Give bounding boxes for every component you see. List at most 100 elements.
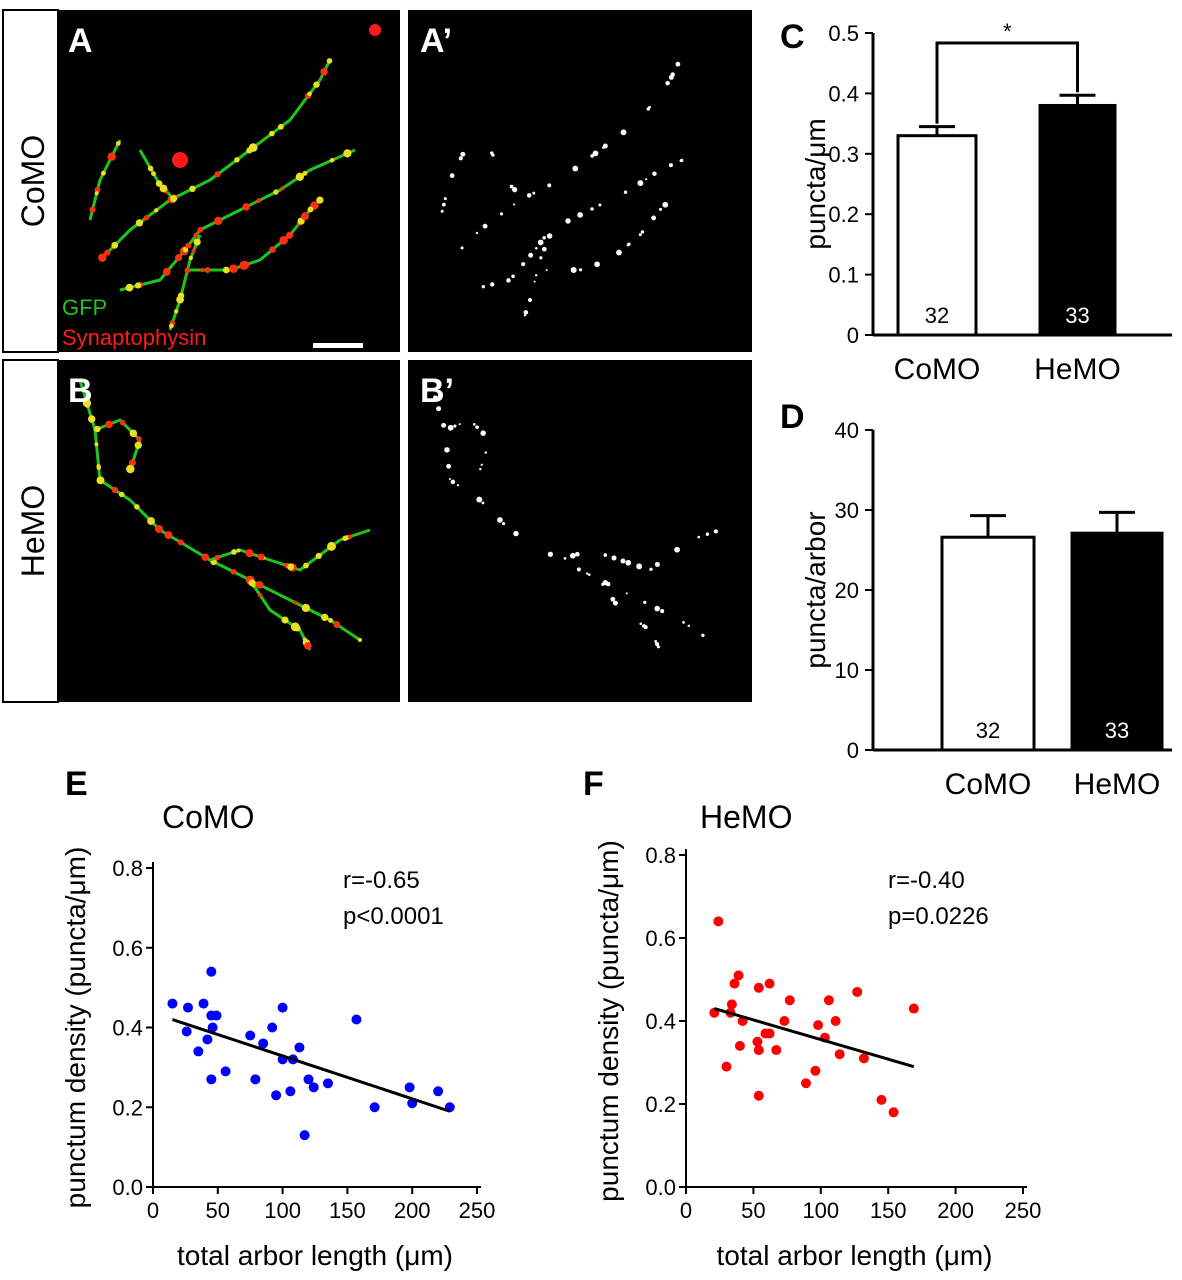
synapse-punctum	[639, 622, 643, 626]
synapse-punctum	[490, 282, 495, 287]
synapse-punctum	[147, 165, 154, 172]
synapse-punctum	[645, 178, 648, 181]
synapse-punctum	[497, 517, 503, 523]
synapse-punctum	[321, 613, 329, 622]
y-tick-label: 30	[835, 498, 859, 523]
synapse-punctum	[512, 187, 518, 193]
data-point	[823, 995, 834, 1006]
micrograph-a-prime: A’	[408, 10, 752, 352]
plot-title: HeMO	[700, 799, 792, 835]
x-tick-label: 0	[147, 1198, 159, 1223]
synapse-punctum	[201, 553, 210, 561]
data-point	[721, 1061, 732, 1072]
synapse-punctum	[177, 539, 184, 546]
data-point	[779, 1016, 790, 1026]
synapse-punctum	[295, 172, 304, 181]
synapse-punctum	[662, 201, 669, 208]
synapse-punctum	[611, 555, 617, 561]
data-point	[258, 1038, 269, 1049]
synapse-punctum	[204, 267, 211, 273]
synapse-punctum	[479, 468, 482, 471]
micrograph-b-prime: B’	[408, 360, 752, 702]
synapse-punctum	[307, 91, 312, 97]
synapse-punctum	[320, 68, 328, 76]
synapse-punctum	[456, 484, 460, 487]
synapse-punctum	[164, 531, 173, 540]
stat-label: r=-0.40	[888, 867, 965, 894]
data-point	[308, 1082, 319, 1093]
synapse-punctum	[234, 157, 240, 163]
data-point	[167, 998, 178, 1009]
data-point	[764, 978, 775, 989]
synapse-punctum	[301, 212, 309, 221]
y-tick-label: 0.1	[828, 263, 859, 288]
synapse-punctum	[640, 230, 645, 234]
synapse-punctum	[705, 532, 710, 536]
data-point	[299, 1130, 310, 1141]
synapse-punctum	[450, 479, 456, 485]
synapse-punctum	[313, 81, 320, 88]
data-point	[753, 982, 764, 993]
synapse-punctum	[523, 310, 529, 315]
synapse-punctum	[154, 524, 163, 533]
y-axis-title: puncta/arbor	[800, 511, 831, 668]
y-tick-label: 0.3	[828, 142, 859, 167]
data-point	[888, 1107, 899, 1118]
synapse-punctum	[541, 246, 547, 252]
x-tick-label: 250	[459, 1198, 496, 1223]
synapse-punctum	[701, 633, 705, 637]
synapse-punctum	[239, 260, 249, 270]
synapse-punctum	[578, 268, 583, 272]
category-label: HeMO	[1034, 353, 1121, 386]
synapse-punctum	[200, 267, 205, 273]
synapse-punctum	[257, 553, 265, 561]
data-point	[908, 1003, 919, 1014]
synapse-punctum	[547, 183, 552, 188]
synapse-punctum	[89, 206, 96, 213]
synapse-punctum	[269, 130, 275, 137]
synapse-punctum	[626, 243, 630, 247]
panel-letter: E	[65, 765, 88, 803]
data-point	[322, 1078, 333, 1089]
synapse-punctum	[229, 264, 238, 274]
synapse-punctum	[307, 206, 314, 213]
synapse-punctum	[107, 152, 116, 161]
synapse-punctum	[654, 561, 660, 567]
synapse-punctum	[96, 465, 101, 471]
synapse-punctum	[620, 129, 627, 136]
synapse-punctum	[643, 600, 647, 605]
x-tick-label: 150	[870, 1198, 907, 1223]
y-tick-label: 0.0	[112, 1175, 143, 1200]
synapse-punctum	[84, 401, 91, 408]
synapse-punctum	[636, 563, 643, 570]
synapse-punctum	[491, 153, 495, 157]
synapse-punctum	[96, 476, 105, 485]
synapse-punctum	[343, 149, 352, 158]
synapse-punctum	[258, 593, 263, 598]
synapse-punctum	[659, 207, 663, 211]
x-tick-label: 0	[680, 1198, 692, 1223]
synapse-punctum	[490, 151, 493, 155]
synapse-punctum	[460, 247, 463, 250]
data-point	[351, 1014, 362, 1025]
synapse-punctum	[511, 274, 515, 279]
panel-letter-b: B	[68, 372, 93, 410]
synapse-punctum	[126, 464, 135, 474]
synapse-punctum	[481, 501, 485, 505]
bar-hemo	[1038, 103, 1117, 337]
synapse-punctum	[94, 191, 99, 196]
x-tick-label: 100	[802, 1198, 839, 1223]
synapse-punctum	[303, 562, 309, 569]
x-axis-title: total arbor length (μm)	[716, 1240, 992, 1271]
synapse-punctum	[105, 420, 113, 429]
synapse-punctum	[134, 504, 140, 510]
bar-como	[940, 535, 1036, 752]
synapse-punctum	[214, 216, 223, 226]
synapse-punctum	[610, 596, 616, 602]
scatter-plot-f: F HeMO 0.0 0.2 0.4 0.6 0.8 0 50 100 150 200 250 total…	[583, 765, 1041, 1271]
synapse-punctum	[115, 140, 121, 146]
synapse-punctum	[587, 573, 591, 576]
y-tick-label: 0.6	[645, 926, 676, 951]
synapse-punctum	[286, 231, 294, 239]
synapse-punctum	[542, 236, 546, 240]
